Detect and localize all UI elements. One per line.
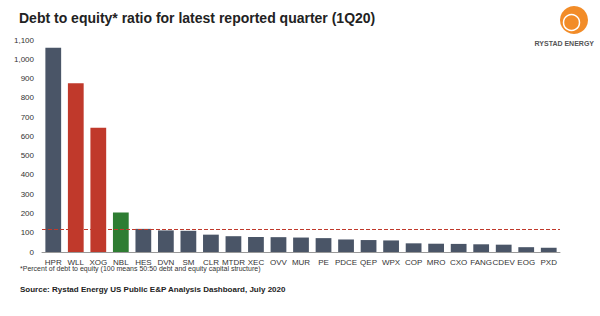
svg-text:CLR: CLR bbox=[203, 258, 219, 267]
svg-text:COP: COP bbox=[405, 258, 422, 267]
svg-text:1,100: 1,100 bbox=[14, 36, 35, 45]
svg-text:WPX: WPX bbox=[382, 258, 401, 267]
svg-text:200: 200 bbox=[21, 209, 35, 218]
svg-text:1,000: 1,000 bbox=[14, 55, 35, 64]
svg-text:RYSTAD ENERGY: RYSTAD ENERGY bbox=[534, 40, 594, 47]
svg-text:CDEV: CDEV bbox=[493, 258, 516, 267]
svg-text:QEP: QEP bbox=[360, 258, 377, 267]
svg-text:400: 400 bbox=[21, 170, 35, 179]
svg-text:EOG: EOG bbox=[517, 258, 535, 267]
svg-text:MUR: MUR bbox=[292, 258, 310, 267]
svg-text:600: 600 bbox=[21, 132, 35, 141]
svg-text:100: 100 bbox=[21, 228, 35, 237]
svg-text:XEC: XEC bbox=[248, 258, 265, 267]
svg-text:DVN: DVN bbox=[157, 258, 174, 267]
svg-text:MTDR: MTDR bbox=[222, 258, 245, 267]
svg-text:MRO: MRO bbox=[427, 258, 446, 267]
svg-text:NBL: NBL bbox=[113, 258, 129, 267]
svg-text:HPR: HPR bbox=[45, 258, 62, 267]
svg-text:PE: PE bbox=[318, 258, 329, 267]
svg-text:800: 800 bbox=[21, 93, 35, 102]
svg-text:WLL: WLL bbox=[68, 258, 85, 267]
svg-text:900: 900 bbox=[21, 74, 35, 83]
svg-text:*Percent of debt to equity (10: *Percent of debt to equity (100 means 50… bbox=[20, 265, 261, 272]
svg-text:PXD: PXD bbox=[541, 258, 558, 267]
svg-text:300: 300 bbox=[21, 190, 35, 199]
svg-text:OVV: OVV bbox=[270, 258, 288, 267]
svg-text:HES: HES bbox=[135, 258, 151, 267]
svg-text:0: 0 bbox=[30, 248, 35, 257]
svg-text:Source: Rystad Energy US Publi: Source: Rystad Energy US Public E&P Anal… bbox=[20, 285, 286, 294]
svg-text:500: 500 bbox=[21, 151, 35, 160]
svg-text:SM: SM bbox=[182, 258, 194, 267]
svg-text:FANG: FANG bbox=[470, 258, 492, 267]
svg-text:CXO: CXO bbox=[450, 258, 467, 267]
svg-text:Debt to equity* ratio for late: Debt to equity* ratio for latest reporte… bbox=[19, 10, 375, 26]
svg-text:PDCE: PDCE bbox=[335, 258, 357, 267]
svg-text:700: 700 bbox=[21, 113, 35, 122]
svg-text:XOG: XOG bbox=[89, 258, 107, 267]
